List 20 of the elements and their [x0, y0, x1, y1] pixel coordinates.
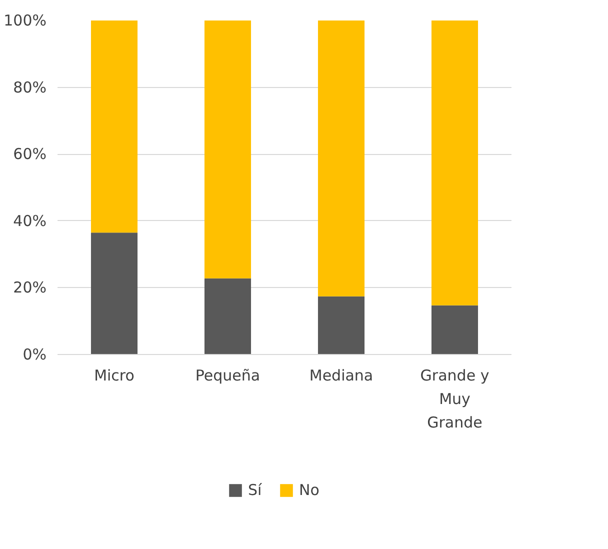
y-tick-label: 100% — [4, 12, 47, 30]
y-tick-label: 40% — [13, 212, 47, 230]
legend-label: Sí — [248, 481, 263, 499]
bar — [204, 20, 252, 278]
x-tick-label: Mediana — [309, 366, 374, 384]
x-tick-label: Pequeña — [195, 366, 260, 384]
y-tick-label: 20% — [13, 278, 47, 297]
bar — [90, 232, 138, 354]
y-tick-label: 80% — [13, 78, 47, 96]
y-tick-label: 0% — [22, 346, 46, 364]
x-tick-label: Grande y Muy Grande — [420, 366, 490, 432]
bar — [90, 20, 138, 233]
x-tick-label: Micro — [94, 366, 134, 384]
bar — [431, 305, 478, 354]
bar — [318, 20, 365, 296]
bar — [431, 20, 478, 306]
bar — [318, 296, 365, 354]
legend-label: No — [299, 481, 320, 499]
bar — [204, 278, 252, 354]
y-tick-label: 60% — [13, 145, 47, 164]
